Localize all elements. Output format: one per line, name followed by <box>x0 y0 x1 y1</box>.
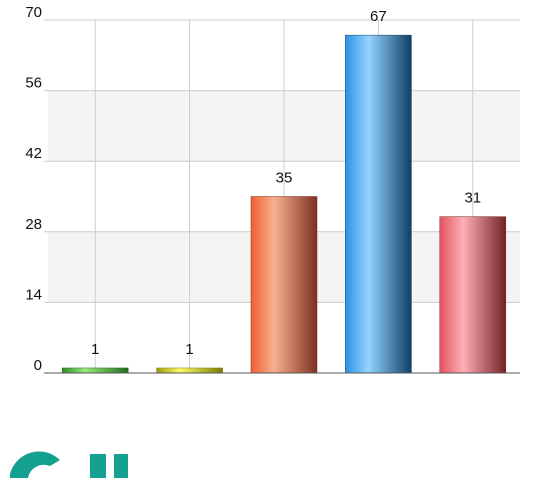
logo-partial-icon <box>8 438 128 478</box>
data-labels: 1 1 35 67 31 <box>91 8 481 358</box>
y-tick-label: 42 <box>25 145 42 162</box>
y-tick-label: 56 <box>25 75 42 92</box>
data-label: 1 <box>185 341 193 358</box>
y-tick-label: 0 <box>34 357 42 374</box>
y-tick-label: 28 <box>25 216 42 233</box>
data-label: 1 <box>91 341 99 358</box>
bars <box>61 34 507 374</box>
y-tick-label: 14 <box>25 286 42 303</box>
y-tick-label: 70 <box>25 4 42 21</box>
bar <box>61 367 129 374</box>
bar <box>156 367 223 374</box>
y-axis-ticks: 0 14 28 42 56 70 <box>25 4 42 374</box>
bar <box>439 216 507 374</box>
data-label: 35 <box>276 170 293 187</box>
data-label: 67 <box>370 8 387 25</box>
bar <box>250 196 318 374</box>
data-label: 31 <box>464 190 481 207</box>
bar <box>345 34 412 374</box>
